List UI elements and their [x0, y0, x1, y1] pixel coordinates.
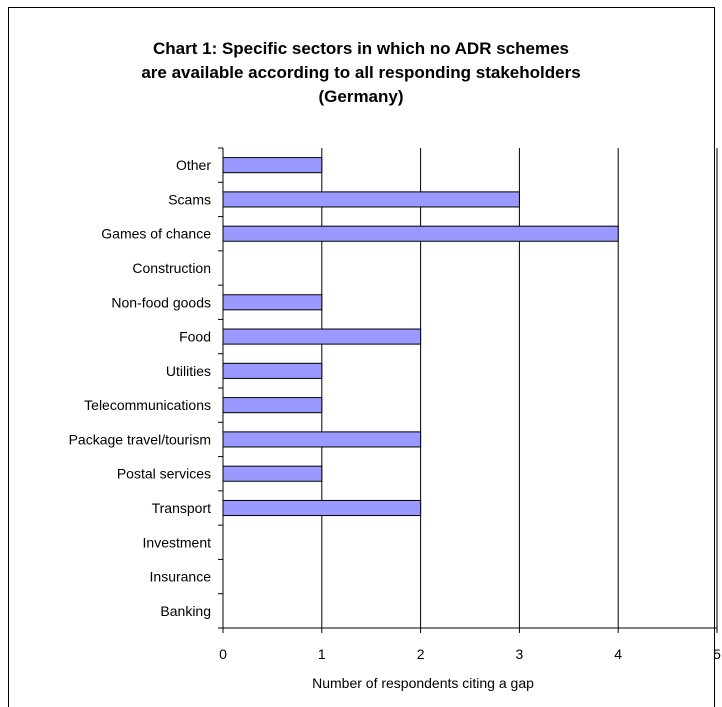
y-tick-label: Transport [152, 500, 212, 516]
y-tick-label: Construction [132, 260, 211, 276]
y-tick-label: Utilities [166, 363, 211, 379]
x-axis-title: Number of respondents citing a gap [312, 675, 534, 691]
gridlines [321, 148, 718, 628]
labels: 0 1 2 3 4 5 Other Scams Games of chance Construct… [69, 157, 722, 662]
x-tick-label: 3 [516, 646, 524, 662]
bar-games-of-chance [222, 225, 619, 242]
y-tick-label: Banking [160, 603, 211, 619]
bar-transport [222, 499, 422, 517]
y-tick-label: Other [176, 157, 211, 173]
bar-package-travel-tourism [222, 431, 422, 448]
bar-food [222, 328, 422, 345]
x-tick-label: 2 [417, 646, 425, 662]
chart-frame [8, 7, 715, 707]
axes [218, 147, 718, 633]
bar-telecommunications [222, 397, 323, 414]
x-tick-label: 5 [713, 646, 721, 662]
chart-title: Chart 1: Specific sectors in which no AD… [0, 37, 722, 109]
bars [222, 157, 619, 517]
x-tick-label: 4 [614, 646, 622, 662]
y-tick-label: Postal services [117, 466, 211, 482]
x-tick-label: 0 [219, 646, 227, 662]
y-tick-label: Telecommunications [84, 397, 211, 413]
y-tick-label: Package travel/tourism [69, 431, 211, 447]
y-tick-label: Non-food goods [111, 294, 211, 310]
chart-title-line-2: are available according to all respondin… [141, 63, 581, 82]
y-tick-label: Scams [168, 191, 211, 207]
chart-title-line-3: (Germany) [318, 87, 404, 106]
y-tick-label: Food [179, 329, 211, 345]
chart-title-line-1: Chart 1: Specific sectors in which no AD… [153, 39, 569, 58]
y-tick-label: Insurance [150, 569, 212, 585]
bar-scams [222, 191, 520, 208]
bar-utilities [222, 362, 323, 379]
x-tick-label: 1 [318, 646, 326, 662]
y-tick-label: Investment [143, 534, 212, 550]
bar-postal-services [222, 465, 323, 482]
bar-other [222, 157, 323, 174]
bar-non-food-goods [222, 294, 323, 311]
y-tick-label: Games of chance [101, 226, 211, 242]
